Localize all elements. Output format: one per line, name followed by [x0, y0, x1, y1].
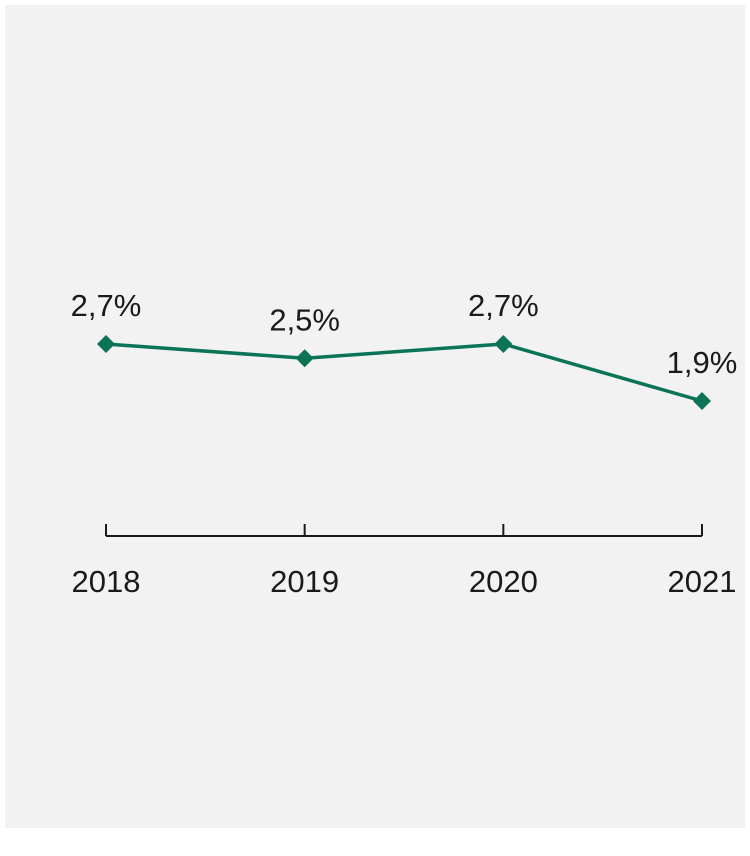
data-point-diamond — [494, 335, 513, 353]
series-layer — [97, 335, 711, 410]
data-label: 1,9% — [667, 345, 738, 380]
x-tick-label: 2021 — [668, 564, 737, 599]
data-label: 2,7% — [468, 288, 539, 323]
data-label: 2,7% — [71, 288, 142, 323]
chart-panel — [5, 5, 745, 828]
x-tick-label: 2020 — [469, 564, 538, 599]
data-label-layer: 2,7% 2,5% 2,7% 1,9% — [71, 288, 738, 380]
x-axis: 2018 2019 2020 2021 — [72, 524, 737, 599]
x-tick-label: 2018 — [72, 564, 141, 599]
data-point-diamond — [295, 349, 314, 368]
data-label: 2,5% — [269, 302, 340, 337]
data-point-diamond — [97, 335, 115, 353]
x-tick-label: 2019 — [270, 564, 339, 599]
data-point-diamond — [693, 392, 711, 410]
series-line — [105, 342, 703, 403]
